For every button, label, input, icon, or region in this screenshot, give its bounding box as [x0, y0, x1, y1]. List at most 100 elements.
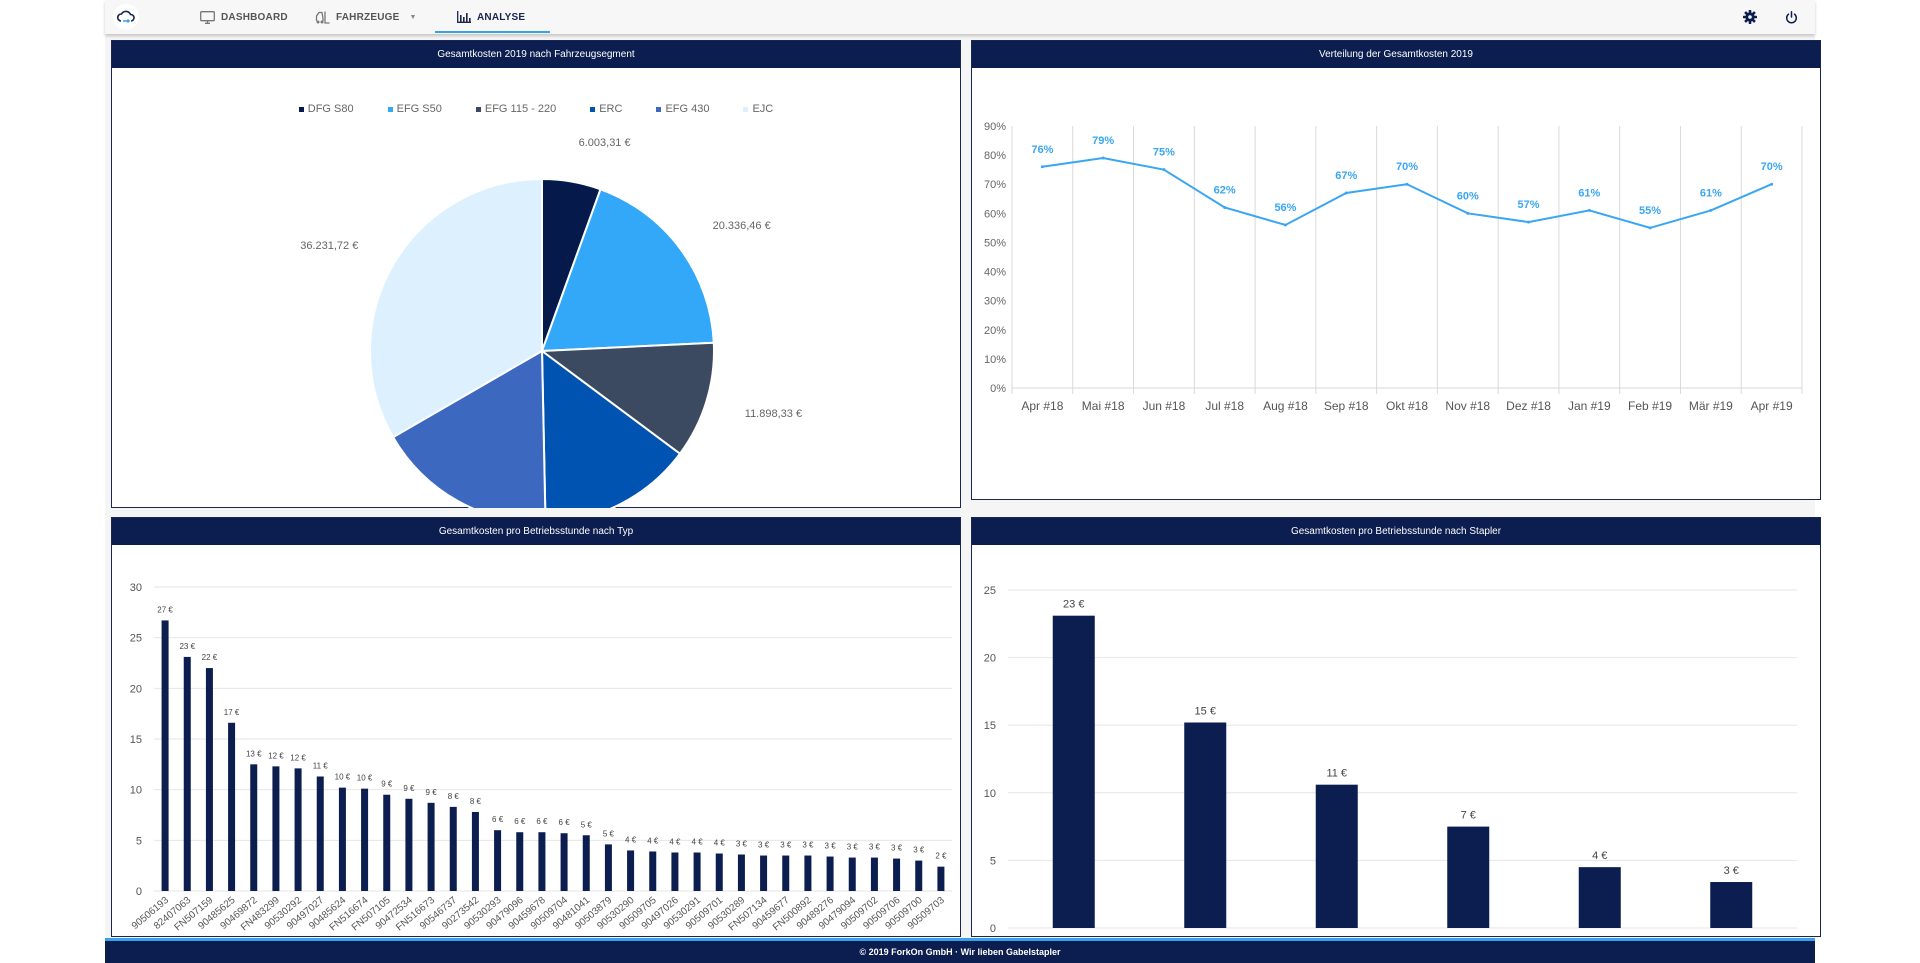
- bar-value-label: 3 €: [869, 843, 881, 852]
- data-label: 55%: [1639, 205, 1661, 217]
- pie-value-label: 6.003,31 €: [579, 137, 631, 149]
- legend-item[interactable]: EFG 115 - 220: [475, 103, 556, 115]
- bar-value-label: 2 €: [935, 852, 947, 861]
- data-label: 60%: [1457, 190, 1479, 202]
- bar-value-label: 3 €: [802, 841, 814, 850]
- app-window: DASHBOARD FAHRZEUGE ▼ ANALYSE: [105, 0, 1821, 963]
- bar: [760, 855, 768, 891]
- y-tick-label: 0: [990, 923, 996, 935]
- bar-value-label: 4 €: [647, 836, 659, 845]
- legend-item[interactable]: EJC: [743, 103, 773, 115]
- bar-value-label: 4 €: [714, 839, 726, 848]
- power-icon: [1785, 10, 1797, 23]
- legend-label: EFG S50: [396, 103, 442, 115]
- y-tick-label: 40%: [984, 267, 1006, 279]
- logo[interactable]: [113, 4, 139, 30]
- x-tick-label: Mär #19: [1689, 399, 1733, 413]
- bar-value-label: 11 €: [1326, 768, 1347, 780]
- bar-value-label: 3 €: [825, 842, 837, 851]
- legend-label: DFG S80: [307, 103, 354, 115]
- bar: [250, 764, 258, 891]
- y-tick-label: 0: [136, 886, 142, 898]
- bar: [228, 722, 236, 891]
- data-label: 70%: [1396, 161, 1418, 173]
- bar: [804, 855, 812, 891]
- bar-value-label: 3 €: [913, 846, 925, 855]
- bar: [737, 854, 745, 891]
- bar-value-label: 17 €: [224, 708, 240, 717]
- data-label: 75%: [1153, 147, 1175, 159]
- bar-value-label: 12 €: [290, 753, 306, 762]
- x-tick-label: Mai #18: [1082, 399, 1125, 413]
- bar: [1052, 615, 1095, 928]
- legend-item[interactable]: EFG 430: [656, 103, 709, 115]
- y-tick-label: 50%: [984, 237, 1006, 249]
- bar: [582, 835, 590, 891]
- y-tick-label: 25: [984, 585, 996, 597]
- legend-item[interactable]: ERC: [590, 103, 622, 115]
- bar: [405, 798, 413, 891]
- y-tick-label: 15: [130, 734, 142, 746]
- bar-value-label: 5 €: [581, 820, 593, 829]
- data-point: [1101, 156, 1105, 160]
- legend-item[interactable]: EFG S50: [387, 103, 442, 115]
- x-tick-label: Apr #19: [1751, 399, 1793, 413]
- nav-analyse[interactable]: ANALYSE: [457, 0, 525, 34]
- y-tick-label: 0%: [990, 383, 1006, 395]
- panel-pie-chart: Gesamtkosten 2019 nach Fahrzeugsegment D…: [111, 40, 961, 508]
- panel-line-chart: Verteilung der Gesamtkosten 2019 0% 10% 20…: [971, 40, 1821, 500]
- legend-label: EJC: [752, 103, 774, 115]
- y-tick-label: 80%: [984, 150, 1006, 162]
- pie-value-label: 20.336,46 €: [713, 220, 771, 232]
- data-point: [1040, 165, 1044, 169]
- bar-value-label: 7 €: [1461, 810, 1476, 822]
- data-label: 79%: [1092, 135, 1114, 147]
- bar: [1315, 784, 1358, 928]
- legend-swatch: [590, 106, 596, 112]
- bar: [693, 852, 701, 891]
- bar: [560, 833, 568, 891]
- bar-value-label: 9 €: [403, 784, 415, 793]
- pie-value-label: 36.231,72 €: [300, 240, 358, 252]
- nav-dashboard[interactable]: DASHBOARD: [200, 0, 288, 34]
- bar-value-label: 4 €: [1592, 850, 1607, 862]
- bar: [671, 852, 679, 891]
- data-point: [1466, 211, 1470, 215]
- legend-item[interactable]: DFG S80: [298, 103, 354, 115]
- bar: [471, 811, 479, 891]
- chevron-down-icon: ▼: [409, 13, 417, 21]
- bar: [449, 806, 457, 891]
- bar: [205, 668, 213, 891]
- bar: [538, 832, 546, 891]
- bar: [338, 787, 346, 891]
- bar: [1447, 826, 1490, 928]
- pie-value-label: 11.898,33 €: [745, 408, 802, 420]
- bar-value-label: 10 €: [335, 773, 351, 782]
- bar-value-label: 4 €: [625, 835, 637, 844]
- data-label: 62%: [1214, 185, 1236, 197]
- x-tick-label: Sep #18: [1324, 399, 1369, 413]
- logout-button[interactable]: [1782, 8, 1800, 26]
- y-tick-label: 30: [130, 582, 142, 594]
- x-tick-label: Jul #18: [1205, 399, 1244, 413]
- nav-fahrzeuge[interactable]: FAHRZEUGE ▼: [315, 0, 417, 34]
- bar-value-label: 6 €: [514, 817, 526, 826]
- bar-value-label: 27 €: [157, 605, 173, 614]
- bar-value-label: 13 €: [246, 749, 262, 758]
- data-label: 57%: [1518, 199, 1540, 211]
- data-point: [1283, 223, 1287, 227]
- bar: [826, 856, 834, 891]
- bar-value-label: 23 €: [179, 642, 195, 651]
- bar-value-label: 3 €: [736, 840, 748, 849]
- bar: [316, 776, 324, 891]
- legend-swatch: [656, 106, 662, 112]
- bar: [937, 866, 945, 891]
- panel-title: Gesamtkosten pro Betriebsstunde nach Typ: [112, 518, 960, 545]
- bar: [915, 860, 923, 891]
- settings-button[interactable]: [1741, 8, 1759, 26]
- data-point: [1405, 182, 1409, 186]
- bar: [161, 620, 169, 891]
- gear-icon: [1743, 10, 1757, 24]
- bar-value-label: 11 €: [313, 761, 329, 770]
- pie-slice: [369, 177, 543, 439]
